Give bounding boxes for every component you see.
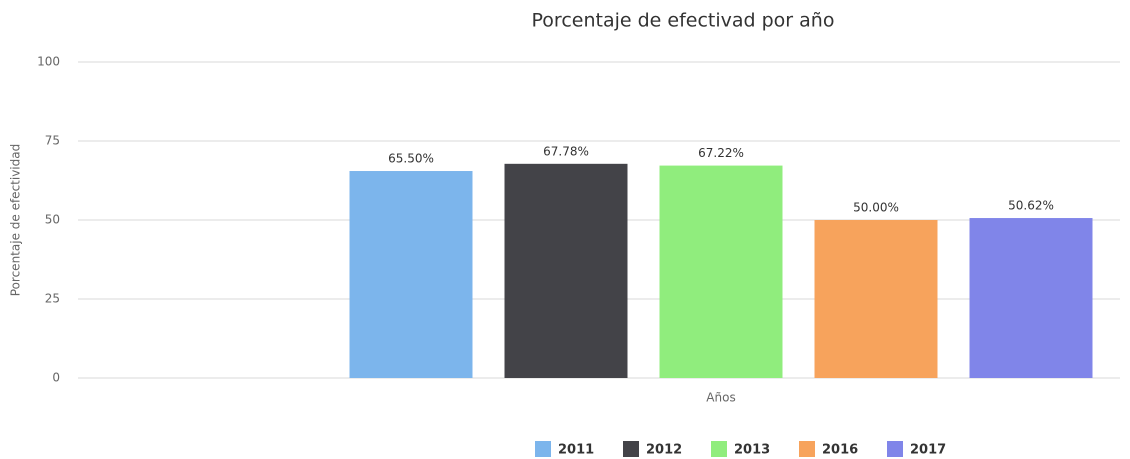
y-tick-label: 100 (37, 55, 60, 69)
legend-label: 2017 (910, 443, 946, 458)
legend-label: 2012 (646, 443, 682, 458)
bar (349, 171, 473, 378)
y-tick-label: 50 (45, 213, 60, 227)
bar (504, 163, 628, 378)
data-label: 67.78% (543, 144, 589, 158)
data-label: 50.62% (1008, 199, 1054, 213)
y-tick-label: 25 (45, 292, 60, 306)
data-label: 65.50% (388, 152, 434, 166)
legend-label: 2016 (822, 443, 858, 458)
legend-swatch (623, 441, 639, 457)
legend-label: 2013 (734, 443, 770, 458)
legend-label: 2011 (558, 443, 594, 458)
legend-swatch (799, 441, 815, 457)
y-tick-label: 0 (52, 371, 60, 385)
data-label: 67.22% (698, 146, 744, 160)
legend-swatch (711, 441, 727, 457)
y-axis-label: Porcentaje de efectividad (9, 144, 23, 296)
data-label: 50.00% (853, 201, 899, 215)
legend-swatch (887, 441, 903, 457)
legend-swatch (535, 441, 551, 457)
bar (969, 218, 1093, 378)
y-tick-label: 75 (45, 134, 60, 148)
bar (814, 220, 938, 378)
chart-title: Porcentaje de efectivad por año (532, 10, 835, 32)
x-tick-label: Años (706, 391, 735, 405)
bar (659, 165, 783, 378)
